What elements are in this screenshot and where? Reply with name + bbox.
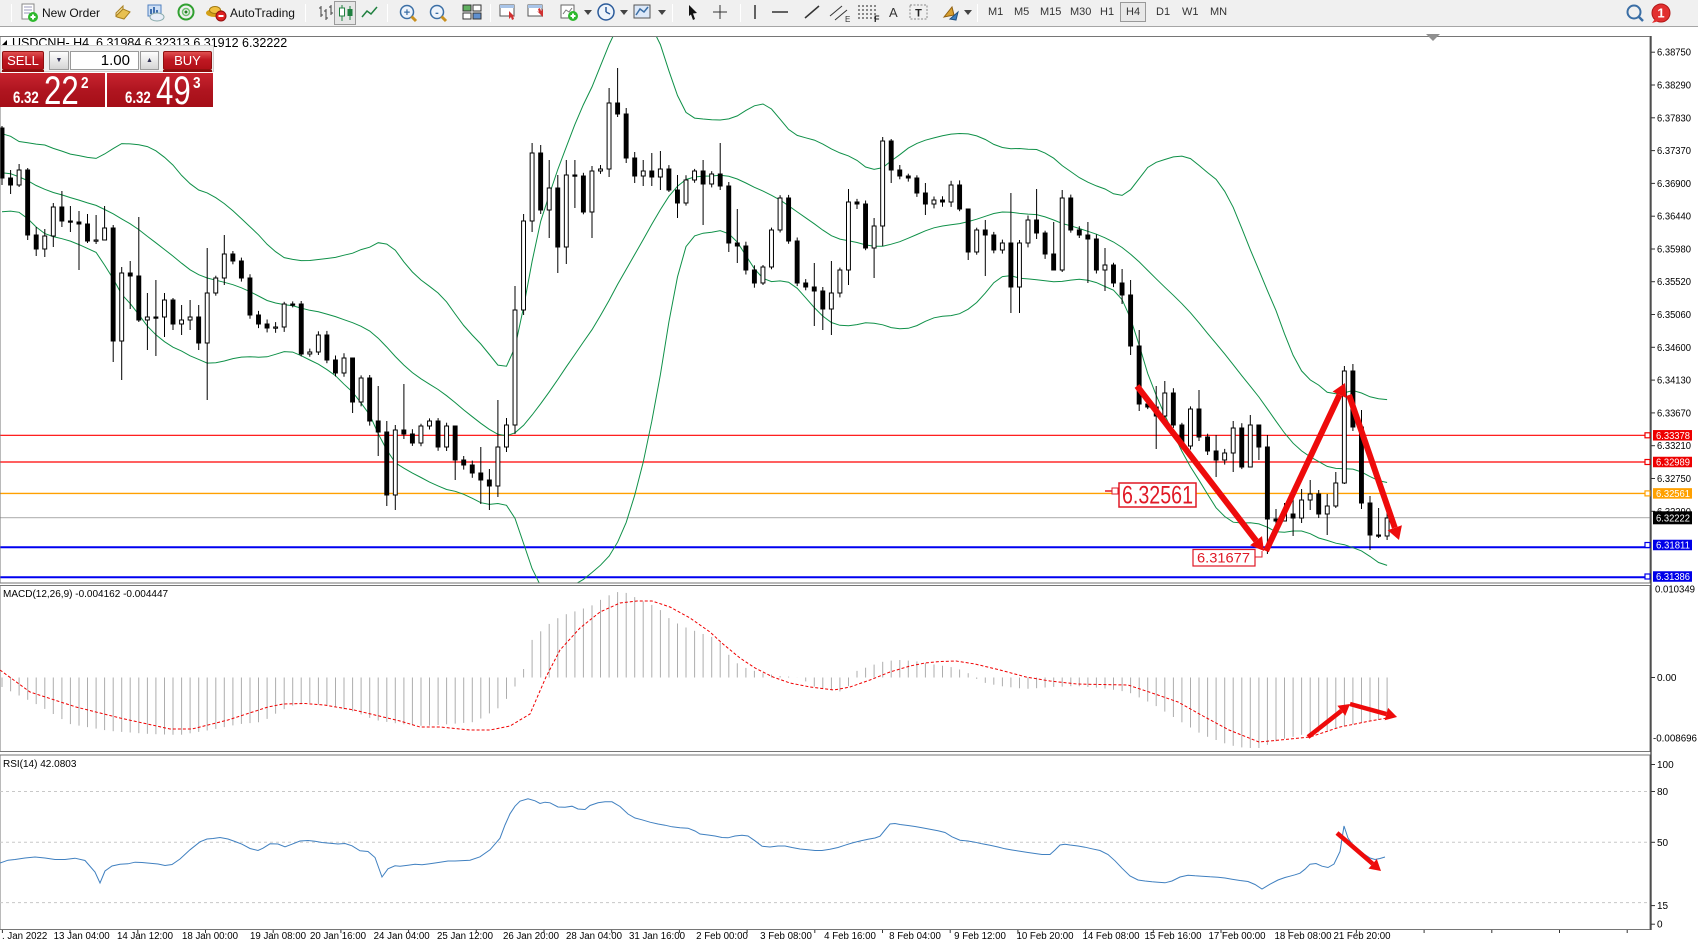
- svg-text:RSI(14) 42.0803: RSI(14) 42.0803: [3, 759, 77, 770]
- svg-text:6.38750: 6.38750: [1657, 48, 1691, 59]
- svg-text:6.34600: 6.34600: [1657, 343, 1691, 354]
- svg-text:2 Feb 00:00: 2 Feb 00:00: [696, 931, 748, 942]
- svg-text:18 Feb 08:00: 18 Feb 08:00: [1274, 931, 1332, 942]
- svg-text:0.00: 0.00: [1657, 673, 1677, 684]
- svg-text:6.33210: 6.33210: [1657, 441, 1691, 452]
- svg-text:6.35980: 6.35980: [1657, 245, 1691, 256]
- svg-text:-: -: [435, 7, 439, 19]
- svg-text:19 Jan 08:00: 19 Jan 08:00: [250, 931, 307, 942]
- svg-text:1: 1: [1657, 6, 1664, 21]
- svg-text:25 Jan 12:00: 25 Jan 12:00: [437, 931, 494, 942]
- svg-text:6.37370: 6.37370: [1657, 146, 1691, 157]
- svg-text:20 Jan 16:00: 20 Jan 16:00: [310, 931, 367, 942]
- svg-text:14 Feb 08:00: 14 Feb 08:00: [1082, 931, 1140, 942]
- svg-text:-0.008696: -0.008696: [1653, 734, 1697, 745]
- svg-text:17 Feb 00:00: 17 Feb 00:00: [1208, 931, 1266, 942]
- svg-text:6.32222: 6.32222: [1656, 513, 1690, 524]
- svg-text:8 Feb 04:00: 8 Feb 04:00: [889, 931, 941, 942]
- svg-text:E: E: [845, 15, 850, 24]
- svg-text:6.32989: 6.32989: [1656, 458, 1690, 469]
- svg-text:21 Feb 20:00: 21 Feb 20:00: [1333, 931, 1391, 942]
- svg-text:6.36900: 6.36900: [1657, 179, 1691, 190]
- svg-text:6.33670: 6.33670: [1657, 408, 1691, 419]
- svg-text:6.31677: 6.31677: [1197, 551, 1250, 566]
- svg-text:MACD(12,26,9) -0.004162 -0.004: MACD(12,26,9) -0.004162 -0.004447: [3, 589, 169, 600]
- svg-text:3 Feb 08:00: 3 Feb 08:00: [760, 931, 812, 942]
- svg-text:6.37830: 6.37830: [1657, 113, 1691, 124]
- svg-text:31 Jan 16:00: 31 Jan 16:00: [629, 931, 686, 942]
- svg-text:0.010349: 0.010349: [1655, 585, 1695, 596]
- svg-text:100: 100: [1657, 760, 1674, 771]
- svg-text:15: 15: [1657, 901, 1669, 912]
- svg-text:4 Feb 16:00: 4 Feb 16:00: [824, 931, 876, 942]
- svg-text:6.31386: 6.31386: [1656, 572, 1690, 583]
- svg-text:6.32561: 6.32561: [1656, 489, 1690, 500]
- svg-text:14 Jan 12:00: 14 Jan 12:00: [117, 931, 174, 942]
- svg-text:6.35060: 6.35060: [1657, 310, 1691, 321]
- svg-text:6.31811: 6.31811: [1656, 541, 1690, 552]
- svg-text:. Jan 2022: . Jan 2022: [2, 931, 47, 942]
- svg-text:24 Jan 04:00: 24 Jan 04:00: [374, 931, 431, 942]
- svg-text:6.38290: 6.38290: [1657, 81, 1691, 92]
- svg-text:6.33378: 6.33378: [1656, 431, 1690, 442]
- svg-text:10 Feb 20:00: 10 Feb 20:00: [1016, 931, 1074, 942]
- svg-text:F: F: [874, 14, 880, 24]
- svg-text:6.36440: 6.36440: [1657, 212, 1691, 223]
- svg-text:6.34130: 6.34130: [1657, 376, 1691, 387]
- svg-text:T: T: [915, 8, 922, 20]
- svg-text:80: 80: [1657, 787, 1669, 798]
- svg-text:15 Feb 16:00: 15 Feb 16:00: [1144, 931, 1202, 942]
- svg-text:18 Jan 00:00: 18 Jan 00:00: [182, 931, 239, 942]
- svg-text:50: 50: [1657, 838, 1669, 849]
- svg-text:0: 0: [1657, 920, 1663, 931]
- svg-text:13 Jan 04:00: 13 Jan 04:00: [54, 931, 111, 942]
- svg-text:28 Jan 04:00: 28 Jan 04:00: [566, 931, 623, 942]
- svg-text:6.32561: 6.32561: [1122, 482, 1193, 510]
- svg-text:6.32750: 6.32750: [1657, 474, 1691, 485]
- svg-text:9 Feb 12:00: 9 Feb 12:00: [954, 931, 1006, 942]
- svg-text:26 Jan 20:00: 26 Jan 20:00: [503, 931, 560, 942]
- svg-text:+: +: [404, 7, 410, 19]
- svg-text:6.35520: 6.35520: [1657, 277, 1691, 288]
